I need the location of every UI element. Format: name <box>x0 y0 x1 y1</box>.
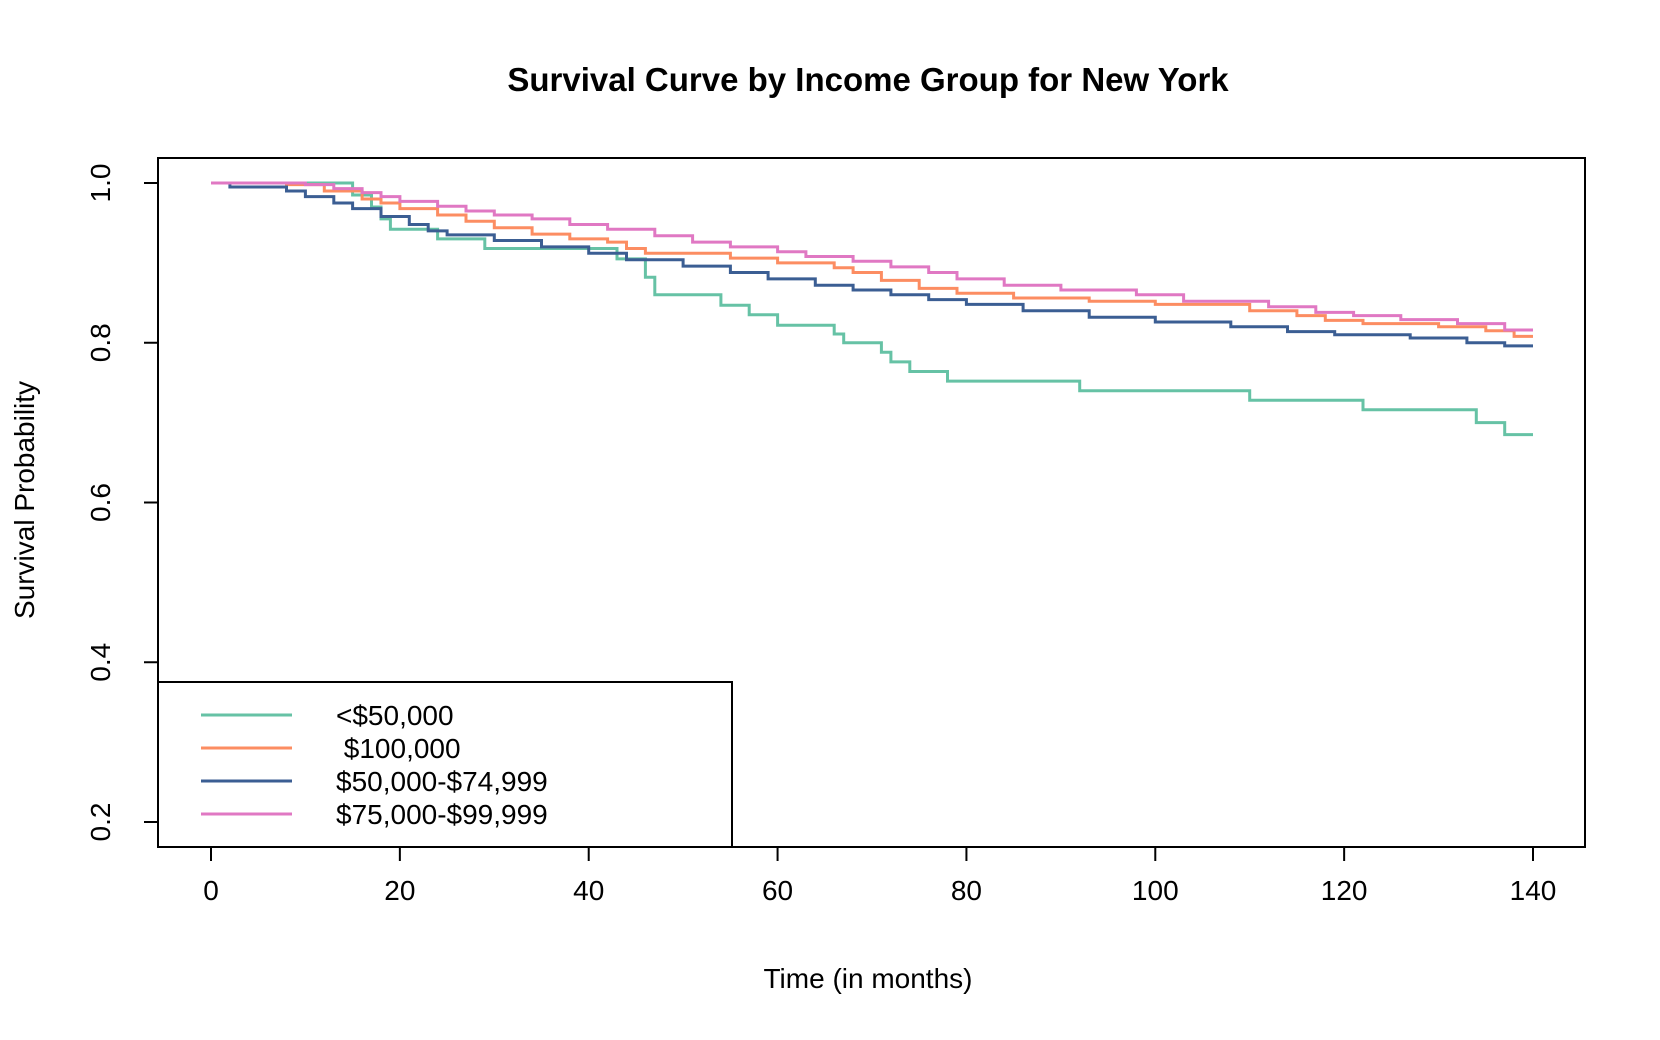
x-tick-label: 0 <box>203 875 219 906</box>
series-lines <box>211 181 1533 437</box>
legend-label-1: $100,000 <box>336 733 461 764</box>
y-tick-label: 0.6 <box>85 483 116 522</box>
chart-title: Survival Curve by Income Group for New Y… <box>507 61 1229 98</box>
legend-box <box>157 681 733 848</box>
legend-label-2: $50,000-$74,999 <box>336 766 548 797</box>
x-tick-label: 100 <box>1132 875 1179 906</box>
legend-label-3: $75,000-$99,999 <box>336 799 548 830</box>
series-line-1 <box>211 181 1533 338</box>
y-axis: 0.2 0.4 0.6 0.8 1.0 <box>85 164 159 842</box>
y-tick-label: 0.8 <box>85 323 116 362</box>
x-tick-label: 60 <box>762 875 793 906</box>
series-line-3 <box>211 181 1533 332</box>
legend: <$50,000 $100,000$50,000-$74,999$75,000-… <box>157 681 733 848</box>
x-tick-label: 120 <box>1321 875 1368 906</box>
series-line-2 <box>211 181 1533 348</box>
x-axis: 0 20 40 60 80 100 120 140 <box>203 846 1557 906</box>
y-tick-label: 0.4 <box>85 643 116 682</box>
x-tick-label: 140 <box>1510 875 1557 906</box>
x-tick-label: 20 <box>384 875 415 906</box>
series-line-0 <box>211 181 1533 437</box>
x-tick-label: 40 <box>573 875 604 906</box>
legend-label-0: <$50,000 <box>336 700 454 731</box>
x-axis-label: Time (in months) <box>763 963 972 994</box>
x-tick-label: 80 <box>951 875 982 906</box>
y-tick-label: 1.0 <box>85 164 116 203</box>
y-tick-label: 0.2 <box>85 803 116 842</box>
y-axis-label: Survival Probability <box>9 381 40 619</box>
